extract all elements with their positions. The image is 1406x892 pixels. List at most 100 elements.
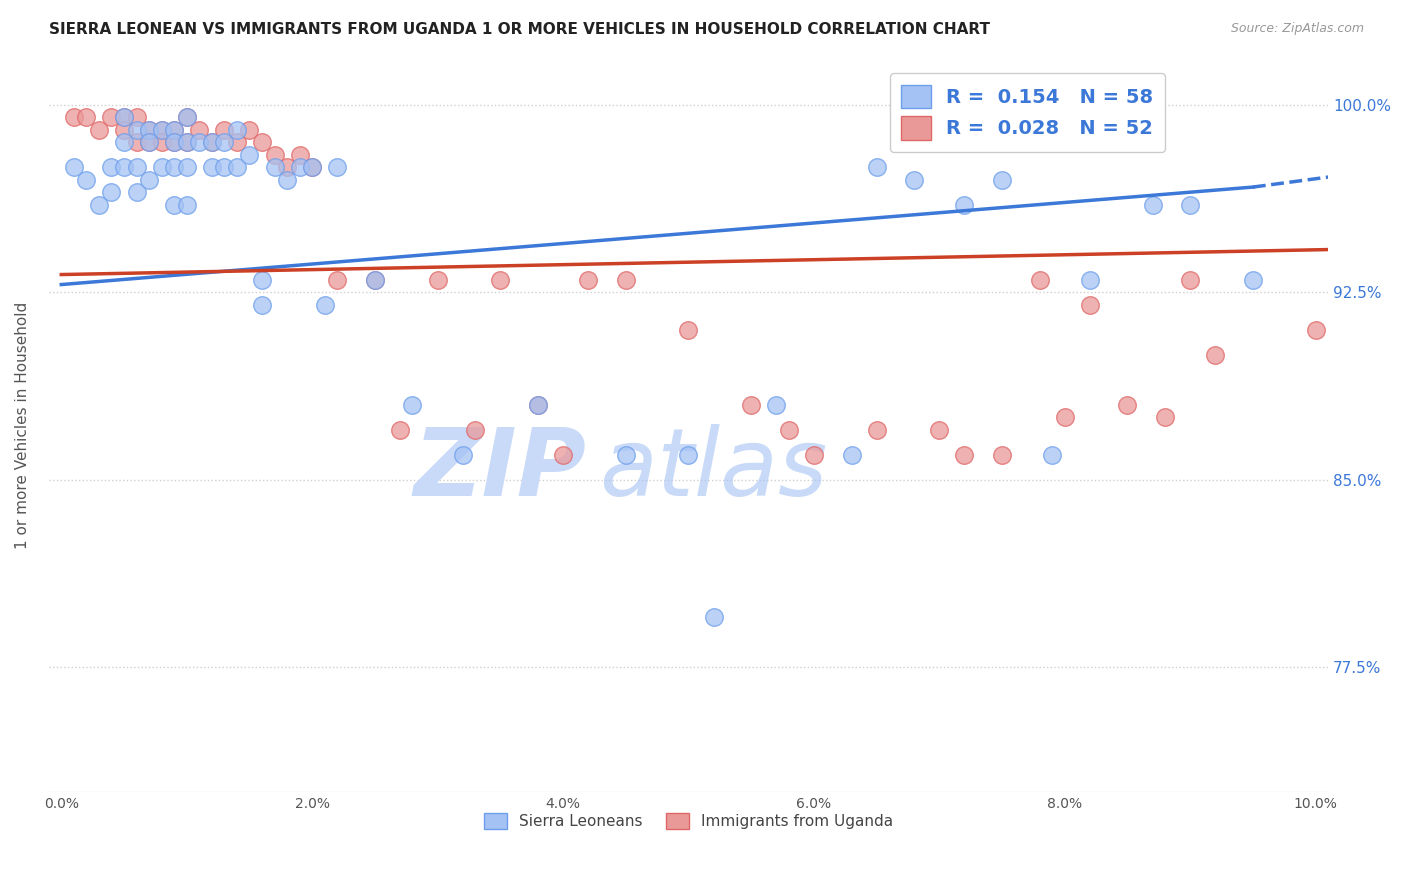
Point: [188, 122, 211, 136]
Point: [314, 297, 336, 311]
Point: [87, 122, 110, 136]
Point: [125, 122, 148, 136]
Point: [138, 122, 160, 136]
Point: [112, 160, 135, 174]
Point: [163, 122, 186, 136]
Point: [176, 135, 198, 149]
Point: [678, 322, 700, 336]
Point: [150, 122, 173, 136]
Point: [1040, 448, 1063, 462]
Point: [63, 110, 86, 124]
Point: [364, 272, 387, 286]
Point: [87, 197, 110, 211]
Point: [576, 272, 599, 286]
Point: [991, 172, 1014, 186]
Point: [150, 135, 173, 149]
Point: [225, 160, 247, 174]
Point: [112, 110, 135, 124]
Point: [778, 423, 800, 437]
Point: [201, 135, 224, 149]
Point: [765, 398, 787, 412]
Point: [1116, 398, 1139, 412]
Point: [1178, 272, 1201, 286]
Point: [263, 147, 285, 161]
Point: [201, 160, 224, 174]
Point: [125, 185, 148, 199]
Point: [1305, 322, 1327, 336]
Point: [991, 448, 1014, 462]
Point: [214, 160, 236, 174]
Point: [288, 147, 311, 161]
Point: [138, 135, 160, 149]
Legend: Sierra Leoneans, Immigrants from Uganda: Sierra Leoneans, Immigrants from Uganda: [478, 807, 898, 836]
Point: [841, 448, 863, 462]
Point: [1154, 410, 1177, 425]
Point: [1053, 410, 1076, 425]
Point: [163, 135, 186, 149]
Point: [176, 110, 198, 124]
Point: [138, 135, 160, 149]
Point: [401, 398, 423, 412]
Point: [614, 448, 637, 462]
Point: [288, 160, 311, 174]
Point: [953, 197, 976, 211]
Point: [225, 122, 247, 136]
Point: [214, 122, 236, 136]
Point: [388, 423, 411, 437]
Point: [326, 160, 349, 174]
Point: [225, 135, 247, 149]
Point: [100, 110, 122, 124]
Point: [238, 147, 260, 161]
Point: [250, 272, 273, 286]
Point: [1178, 197, 1201, 211]
Point: [250, 297, 273, 311]
Point: [176, 110, 198, 124]
Point: [250, 135, 273, 149]
Point: [163, 197, 186, 211]
Point: [1078, 297, 1101, 311]
Point: [865, 160, 887, 174]
Point: [301, 160, 323, 174]
Point: [112, 135, 135, 149]
Point: [176, 197, 198, 211]
Point: [125, 135, 148, 149]
Point: [163, 122, 186, 136]
Point: [138, 172, 160, 186]
Point: [489, 272, 512, 286]
Point: [464, 423, 486, 437]
Point: [1241, 272, 1264, 286]
Point: [678, 448, 700, 462]
Point: [201, 135, 224, 149]
Point: [1028, 272, 1050, 286]
Text: SIERRA LEONEAN VS IMMIGRANTS FROM UGANDA 1 OR MORE VEHICLES IN HOUSEHOLD CORRELA: SIERRA LEONEAN VS IMMIGRANTS FROM UGANDA…: [49, 22, 990, 37]
Point: [301, 160, 323, 174]
Point: [214, 135, 236, 149]
Point: [75, 110, 97, 124]
Point: [928, 423, 950, 437]
Y-axis label: 1 or more Vehicles in Household: 1 or more Vehicles in Household: [15, 302, 30, 549]
Point: [138, 122, 160, 136]
Point: [451, 448, 474, 462]
Point: [702, 610, 724, 624]
Point: [112, 110, 135, 124]
Point: [527, 398, 550, 412]
Point: [150, 160, 173, 174]
Point: [238, 122, 260, 136]
Point: [163, 160, 186, 174]
Point: [614, 272, 637, 286]
Text: atlas: atlas: [599, 425, 827, 516]
Point: [953, 448, 976, 462]
Point: [1078, 272, 1101, 286]
Point: [527, 398, 550, 412]
Point: [1142, 197, 1164, 211]
Point: [903, 172, 925, 186]
Point: [551, 448, 574, 462]
Point: [150, 122, 173, 136]
Text: ZIP: ZIP: [413, 424, 586, 516]
Point: [112, 122, 135, 136]
Point: [426, 272, 449, 286]
Point: [326, 272, 349, 286]
Point: [63, 160, 86, 174]
Point: [263, 160, 285, 174]
Point: [125, 110, 148, 124]
